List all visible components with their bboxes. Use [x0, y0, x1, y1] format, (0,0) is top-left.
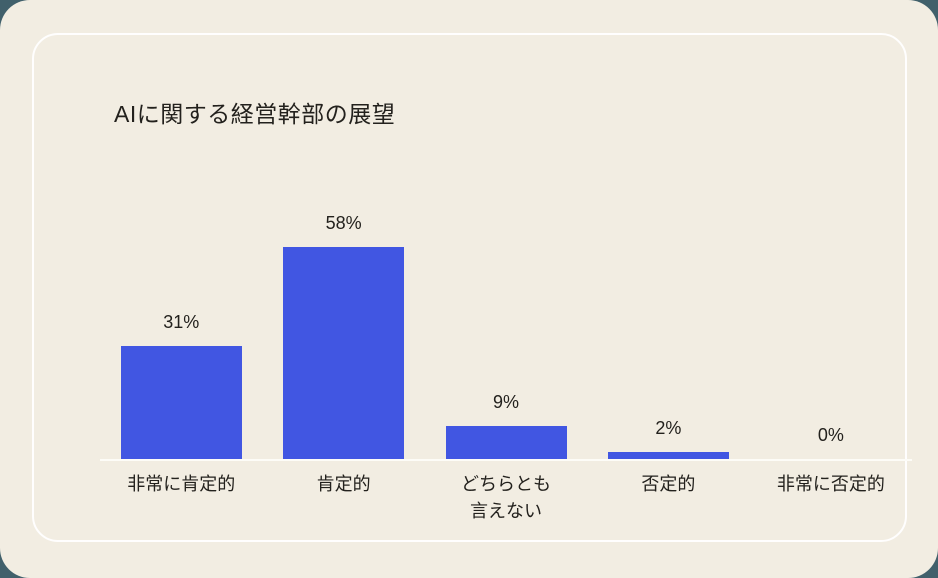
bar-value-label: 0% — [817, 425, 844, 445]
x-axis-labels: 非常に肯定的 肯定的 どちらとも 言えない 否定的 非常に否定的 — [100, 461, 912, 525]
bar-category-label: どちらとも 言えない — [461, 474, 552, 521]
bar-category-label: 非常に肯定的 — [127, 474, 236, 494]
bar — [607, 452, 729, 459]
bar — [445, 426, 567, 459]
bar-value-label: 9% — [493, 392, 520, 412]
bar-group: 0% — [750, 425, 912, 459]
bar-value-label: 58% — [325, 213, 362, 233]
plot-area: 31% 58% 9% 2% 0% — [100, 199, 912, 459]
bar-chart: 31% 58% 9% 2% 0% 非常に肯定的 肯定的 どちらとも 言えない 否定的 非常に否定… — [100, 199, 912, 525]
bar-group: 58% — [262, 213, 424, 459]
bar-group: 31% — [100, 312, 262, 459]
x-axis-line — [100, 459, 912, 461]
bar-group: 2% — [587, 418, 749, 459]
bar — [283, 247, 405, 459]
bar-value-label: 31% — [163, 312, 200, 332]
bar-category-label: 否定的 — [641, 474, 696, 494]
chart-card: AIに関する経営幹部の展望 31% 58% 9% 2% 0% 非常に肯定的 肯定的 どちらと… — [32, 33, 912, 542]
bar-group: 9% — [425, 392, 587, 459]
chart-title: AIに関する経営幹部の展望 — [114, 101, 396, 127]
bar-category-label: 非常に否定的 — [776, 474, 885, 494]
bar-value-label: 2% — [655, 418, 682, 438]
bar — [120, 346, 242, 459]
bar-category-label: 肯定的 — [316, 474, 371, 494]
